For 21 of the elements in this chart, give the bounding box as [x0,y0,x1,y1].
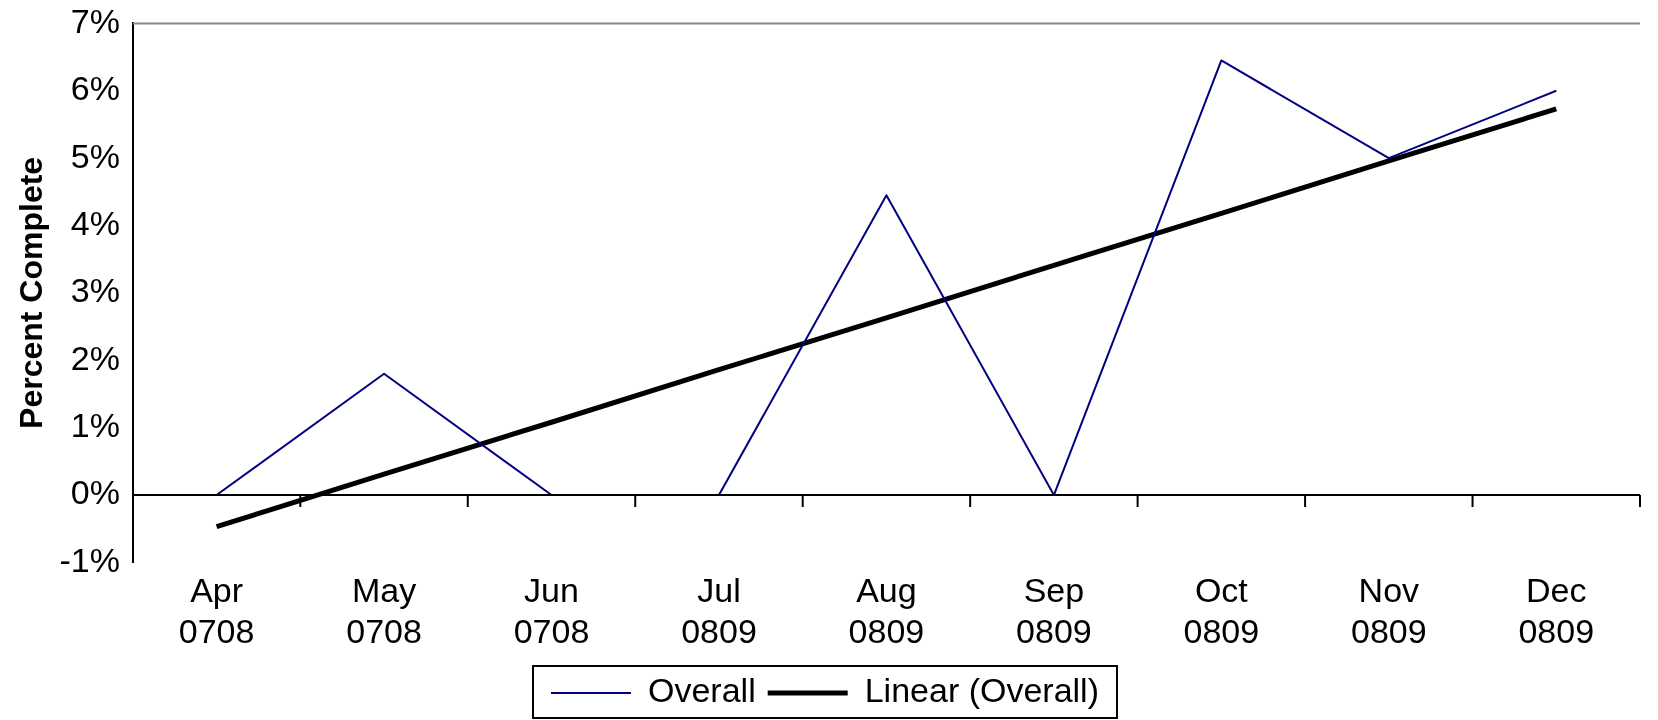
x-tick-label: Nov 0809 [1350,571,1427,650]
x-tick-label: Jun 0708 [513,571,590,650]
legend-label: Linear (Overall) [864,671,1100,710]
x-tick-label: Sep 0809 [1016,571,1092,650]
y-tick-label: 3% [70,271,120,310]
x-tick-label: Jul 0809 [681,571,757,650]
y-tick-label: 7% [70,1,120,40]
x-tick-label: Aug 0809 [848,571,925,650]
y-tick-label: 2% [70,338,120,377]
legend-label: Overall [648,671,756,710]
x-tick-label: May 0708 [346,571,422,650]
y-tick-label: 6% [70,69,120,108]
x-tick-label: Oct 0809 [1183,571,1260,650]
y-tick-label: 1% [70,406,120,445]
y-tick-label: 0% [70,473,120,512]
y-axis-title: Percent Complete [13,156,50,429]
x-tick-label: Apr 0708 [178,571,255,650]
y-tick-label: 5% [70,136,120,175]
x-tick-label: Dec 0809 [1518,571,1595,650]
y-tick-label: 4% [70,203,120,242]
y-tick-label: -1% [59,540,120,579]
